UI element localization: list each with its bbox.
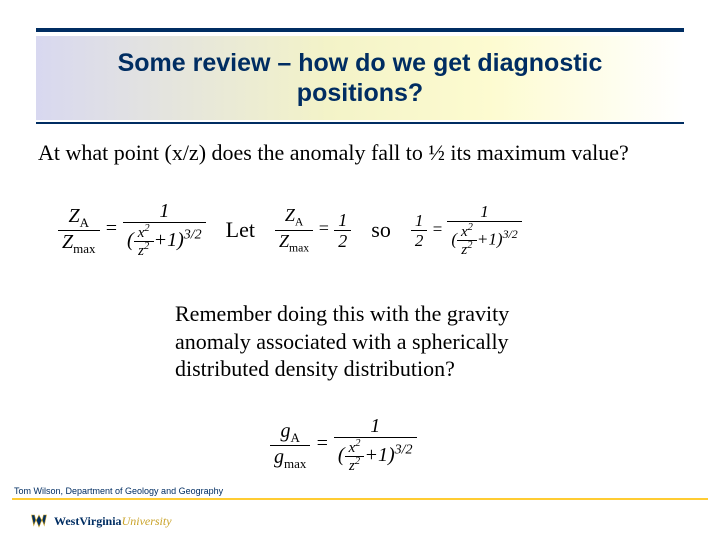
wvu-word-westvirginia: WestVirginia	[54, 514, 122, 528]
wvu-logo-icon	[30, 512, 48, 530]
question-text: At what point (x/z) does the anomaly fal…	[38, 140, 629, 166]
eq3-xnum-sup: 2	[468, 222, 473, 233]
eq1-lhs-den: Z	[62, 231, 73, 253]
eq3-lhs-den: 2	[411, 231, 428, 249]
eq4-plus: +1)	[364, 444, 394, 466]
eq1-lhs-num: Z	[69, 205, 80, 227]
equals-sign: =	[318, 218, 335, 238]
equation-2: ZA Zmax = 1 2	[275, 206, 351, 254]
eq4-lhs-num-sub: A	[291, 430, 300, 445]
eq2-lhs-num: Z	[285, 205, 295, 225]
word-so: so	[371, 217, 391, 243]
eq3-xnum: x	[461, 224, 468, 240]
title-underline	[36, 122, 684, 124]
eq4-lhs-den: g	[274, 446, 284, 468]
eq2-lhs-num-sub: A	[295, 216, 303, 229]
equation-3: 1 2 = 1 ( x2 z2 +1)3/2	[411, 203, 522, 258]
equation-1: ZA Zmax = 1 ( x2 z2 +1)3/2	[58, 201, 206, 259]
eq4-rhs-num: 1	[334, 416, 417, 438]
eq4-xden-sup: 2	[355, 456, 360, 467]
eq4-lhs-den-sub: max	[284, 456, 306, 471]
eq2-lhs-den-sub: max	[289, 241, 309, 254]
footer-author: Tom Wilson, Department of Geology and Ge…	[14, 486, 223, 496]
title-text: Some review – how do we get diagnostic p…	[56, 48, 664, 108]
eq4-lhs-num: g	[281, 420, 291, 442]
eq1-lhs-num-sub: A	[80, 215, 89, 230]
equation-row-2: gA gmax = 1 ( x2 z2 +1)3/2	[270, 400, 417, 490]
wvu-wordmark: WestVirginiaUniversity	[54, 514, 172, 529]
equation-row-1: ZA Zmax = 1 ( x2 z2 +1)3/2 Let ZA Zmax	[58, 180, 680, 280]
eq3-rhs-num: 1	[447, 203, 521, 222]
title-band: Some review – how do we get diagnostic p…	[36, 36, 684, 120]
word-let: Let	[226, 217, 255, 243]
eq4-outer-exp: 3/2	[395, 442, 413, 457]
equals-sign: =	[432, 219, 448, 238]
eq2-rhs-num: 1	[334, 211, 351, 231]
equation-4: gA gmax = 1 ( x2 z2 +1)3/2	[270, 416, 417, 474]
eq2-rhs-den: 2	[334, 231, 351, 250]
wvu-word-university: University	[122, 514, 172, 528]
eq1-xnum-sup: 2	[144, 223, 149, 234]
eq1-outer-exp: 3/2	[184, 227, 202, 242]
equals-sign: =	[105, 218, 124, 240]
eq4-xnum-sup: 2	[355, 438, 360, 449]
remember-text: Remember doing this with the gravity ano…	[175, 300, 575, 383]
wvu-branding: WestVirginiaUniversity	[30, 512, 172, 530]
slide: Some review – how do we get diagnostic p…	[0, 0, 720, 540]
footer-line	[12, 498, 708, 500]
eq3-plus: +1)	[477, 229, 503, 248]
eq1-rhs-num: 1	[123, 201, 206, 223]
eq2-lhs-den: Z	[279, 231, 289, 251]
eq3-outer-exp: 3/2	[503, 226, 518, 240]
eq3-xden-sup: 2	[467, 240, 472, 251]
eq1-lhs-den-sub: max	[73, 241, 95, 256]
equals-sign: =	[315, 433, 334, 455]
top-rule	[36, 28, 684, 32]
eq1-xden-sup: 2	[144, 241, 149, 252]
eq1-plus: +1)	[154, 229, 184, 251]
eq3-lhs-num: 1	[411, 212, 428, 231]
